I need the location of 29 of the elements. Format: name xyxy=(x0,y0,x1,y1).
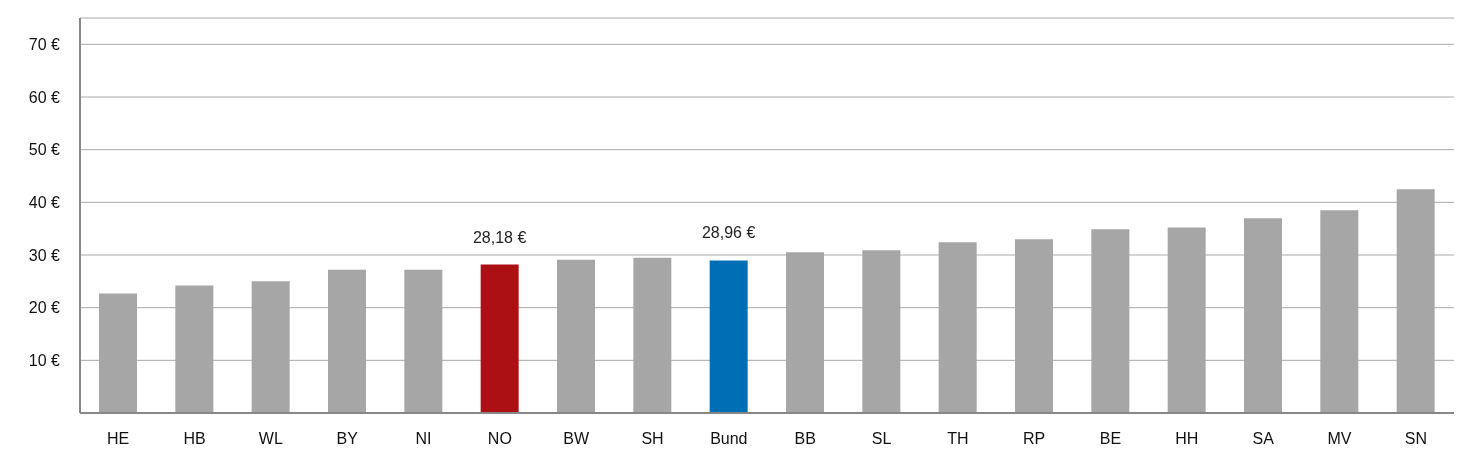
x-tick-label: SH xyxy=(641,430,664,448)
data-label: 28,18 € xyxy=(472,228,527,246)
x-tick-label: HB xyxy=(183,430,206,448)
x-tick-label: SA xyxy=(1252,430,1275,448)
x-tick-label: MV xyxy=(1327,430,1352,448)
y-tick-label: 60 € xyxy=(28,88,61,106)
y-tick-label: 40 € xyxy=(28,194,61,212)
y-tick-label: 20 € xyxy=(28,299,61,317)
x-tick-label: NO xyxy=(487,430,512,448)
x-tick-label: BY xyxy=(336,430,359,448)
x-tick-label: SN xyxy=(1404,430,1427,448)
bar xyxy=(709,260,748,413)
y-tick-label: 70 € xyxy=(28,36,61,54)
x-tick-label: HH xyxy=(1175,430,1199,448)
x-tick-label: Bund xyxy=(710,430,748,448)
y-tick-label: 30 € xyxy=(28,246,61,264)
x-tick-label: BE xyxy=(1099,430,1122,448)
x-tick-label: SL xyxy=(871,430,892,448)
x-tick-label: TH xyxy=(947,430,969,448)
bar xyxy=(480,264,519,413)
x-tick-label: BB xyxy=(794,430,816,448)
x-tick-label: BW xyxy=(563,430,590,448)
x-tick-label: NI xyxy=(415,430,432,448)
x-tick-label: HE xyxy=(107,430,130,448)
y-tick-label: 50 € xyxy=(28,141,61,159)
y-tick-label: 10 € xyxy=(28,352,61,370)
data-label: 28,96 € xyxy=(701,224,756,242)
x-tick-label: RP xyxy=(1023,430,1046,448)
x-tick-label: WL xyxy=(258,430,283,448)
